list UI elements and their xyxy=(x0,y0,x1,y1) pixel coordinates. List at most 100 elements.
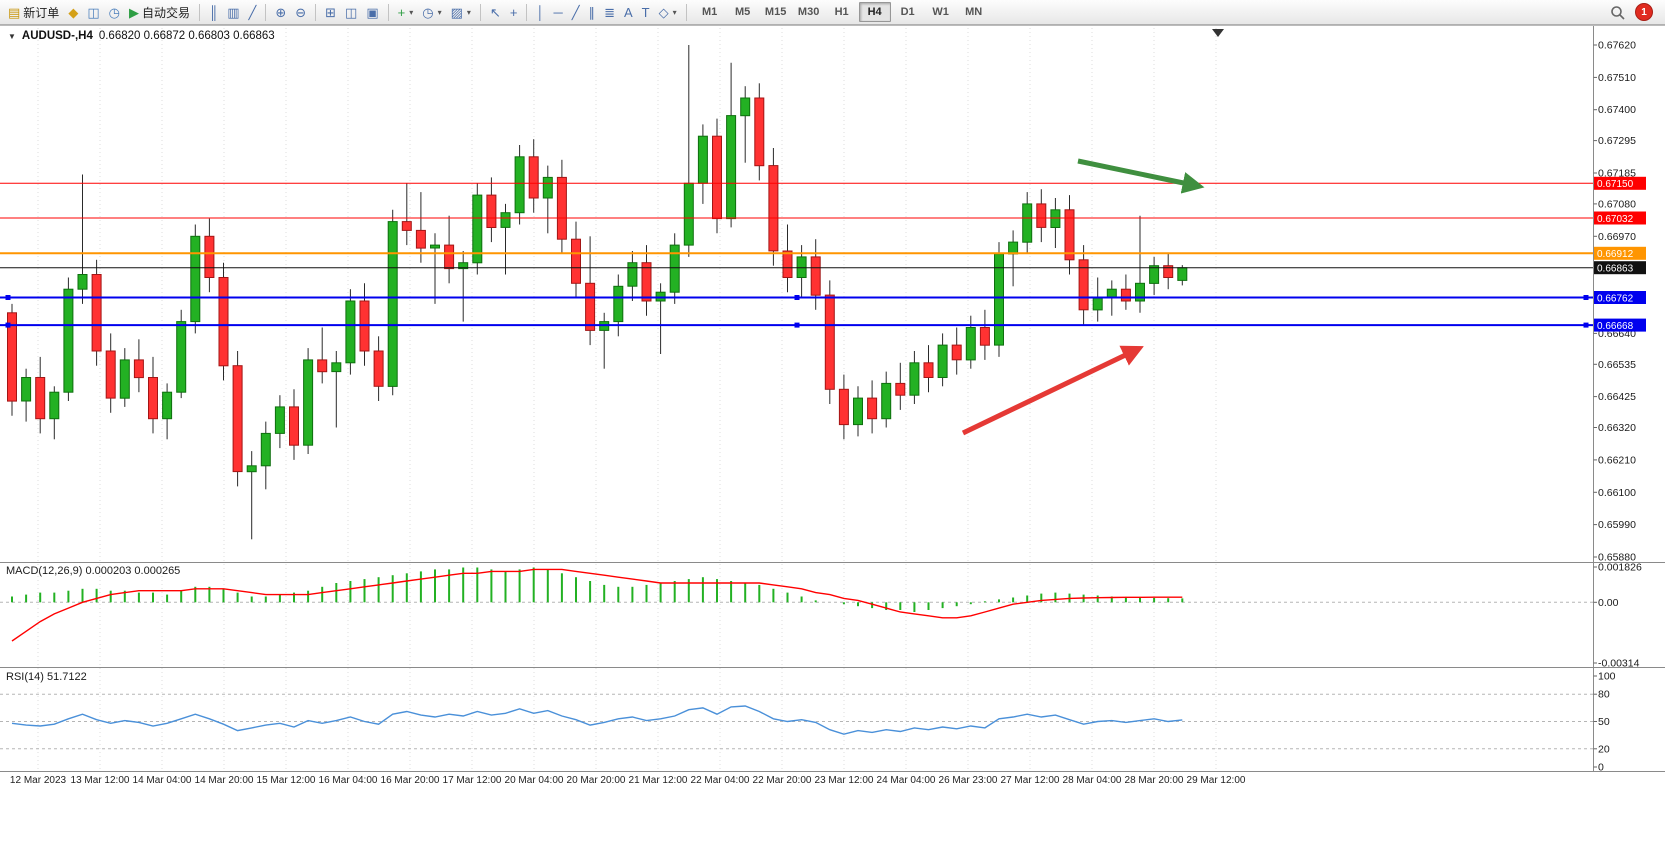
periods-button-icon: ◷ xyxy=(422,4,434,20)
search-icon[interactable] xyxy=(1610,5,1625,20)
macd-name: MACD(12,26,9) xyxy=(6,565,83,577)
trendline-button[interactable]: ╱ xyxy=(568,1,584,23)
notification-badge[interactable]: 1 xyxy=(1635,3,1653,21)
svg-text:0: 0 xyxy=(1598,762,1604,774)
toolbar-right: 1 xyxy=(1610,3,1661,21)
svg-text:22 Mar 20:00: 22 Mar 20:00 xyxy=(753,775,812,786)
line-chart-button[interactable]: ╱ xyxy=(244,1,260,23)
svg-text:15 Mar 12:00: 15 Mar 12:00 xyxy=(257,775,316,786)
dropdown-arrow-icon: ▾ xyxy=(409,7,414,17)
svg-text:0.67185: 0.67185 xyxy=(1598,168,1636,180)
channel-button[interactable]: ∥ xyxy=(585,1,600,23)
timeframe-w1[interactable]: W1 xyxy=(932,6,949,18)
dropdown-arrow-icon: ▾ xyxy=(437,7,442,17)
zoom-in-button-icon: ⊕ xyxy=(275,4,287,20)
line-handle[interactable] xyxy=(794,322,800,328)
timeframe-m15[interactable]: M15 xyxy=(764,6,787,18)
cursor-button[interactable]: ↖ xyxy=(486,1,505,23)
main-toolbar: ▤ 新订单 ◆ ◫ ◷ ▶ 自动交易 ║ ▥ ╱ ⊕ ⊖ ⊞ ◫ ▣ + ▾ ◷ ▾ ▨ ▾ ↖ + │ ─ ╱ ∥ ≣ A T ◇ ▾ M1 M… xyxy=(0,0,1665,25)
crosshair-button[interactable]: + xyxy=(506,1,522,23)
rsi-name: RSI(14) xyxy=(6,671,44,683)
profile-button-icon: ◫ xyxy=(87,4,100,20)
toolbar-separator xyxy=(526,3,528,21)
price-label-chip: 0.66912 xyxy=(1594,246,1646,260)
timeframe-toolbar: M1 M5 M15 M30 H1 H4 D1 W1 MN xyxy=(694,2,990,22)
chart-canvas[interactable]: 0.67620 0.67510 0.67400 0.67295 0.67185 0.670… xyxy=(0,0,1665,820)
svg-text:50: 50 xyxy=(1598,716,1610,728)
fibonacci-button[interactable]: ≣ xyxy=(600,1,619,23)
dropdown-arrow-icon: ▾ xyxy=(672,7,677,17)
svg-text:22 Mar 04:00: 22 Mar 04:00 xyxy=(691,775,750,786)
timeframe-m1[interactable]: M1 xyxy=(701,6,718,18)
profile-button[interactable]: ◫ xyxy=(83,1,103,23)
line-handle[interactable] xyxy=(1583,295,1589,300)
shapes-button[interactable]: ◇ ▾ xyxy=(655,1,681,23)
line-handle[interactable] xyxy=(5,295,11,300)
svg-text:12 Mar 2023: 12 Mar 2023 xyxy=(10,775,67,786)
horizontal-line-button[interactable]: ─ xyxy=(550,1,567,23)
svg-text:13 Mar 12:00: 13 Mar 12:00 xyxy=(71,775,130,786)
price-label-chip: 0.66762 xyxy=(1594,291,1646,304)
candlestick-chart-button-icon: ▥ xyxy=(227,4,240,20)
svg-text:100: 100 xyxy=(1598,671,1616,683)
svg-text:0.65990: 0.65990 xyxy=(1598,519,1636,531)
charts-button[interactable]: ◆ xyxy=(64,1,82,23)
rsi-label: RSI(14) 51.7122 xyxy=(6,671,87,683)
line-handle[interactable] xyxy=(5,322,11,328)
svg-text:0.66668: 0.66668 xyxy=(1597,321,1634,332)
timeframe-mn[interactable]: MN xyxy=(965,6,983,18)
timeframe-m5[interactable]: M5 xyxy=(734,6,751,18)
chart-shift-marker[interactable] xyxy=(1212,29,1224,37)
svg-text:-0.00314: -0.00314 xyxy=(1598,658,1640,670)
grid xyxy=(37,28,1217,771)
zoom-in-button[interactable]: ⊕ xyxy=(271,1,290,23)
shapes-button-icon: ◇ xyxy=(658,4,669,20)
svg-text:0.66100: 0.66100 xyxy=(1598,487,1636,499)
svg-text:27 Mar 12:00: 27 Mar 12:00 xyxy=(1001,775,1060,786)
svg-text:0.67295: 0.67295 xyxy=(1598,135,1636,147)
timeframe-h1[interactable]: H1 xyxy=(834,6,849,18)
svg-text:0.67080: 0.67080 xyxy=(1598,198,1636,210)
price-label-chip: 0.67150 xyxy=(1594,176,1646,190)
tile-windows-button[interactable]: ⊞ xyxy=(321,1,340,23)
line-handle[interactable] xyxy=(1583,322,1589,328)
green-trend-arrow[interactable] xyxy=(1077,158,1205,194)
svg-text:16 Mar 04:00: 16 Mar 04:00 xyxy=(319,775,378,786)
svg-text:0.67620: 0.67620 xyxy=(1598,40,1636,52)
channel-button-icon: ∥ xyxy=(588,4,596,20)
macd-label: MACD(12,26,9) 0.000203 0.000265 xyxy=(6,565,180,577)
text-button[interactable]: A xyxy=(620,1,637,23)
time-axis[interactable]: 12 Mar 2023 13 Mar 12:00 14 Mar 04:00 14 Ma… xyxy=(10,775,1246,786)
cascade-windows-button[interactable]: ▣ xyxy=(362,1,382,23)
bar-chart-button-icon: ║ xyxy=(208,4,219,20)
svg-text:0.00: 0.00 xyxy=(1598,597,1619,609)
line-chart-button-icon: ╱ xyxy=(248,4,257,20)
bar-chart-button[interactable]: ║ xyxy=(205,1,222,23)
svg-text:0.66762: 0.66762 xyxy=(1597,293,1634,304)
new-order-button[interactable]: ▤ 新订单 xyxy=(4,1,63,23)
svg-text:0.66863: 0.66863 xyxy=(1597,264,1634,275)
timeframe-d1[interactable]: D1 xyxy=(900,6,915,18)
tile-horizontal-button[interactable]: ◫ xyxy=(341,1,361,23)
candlestick-chart-button[interactable]: ▥ xyxy=(223,1,243,23)
price-axis[interactable]: 0.67620 0.67510 0.67400 0.67295 0.67185 0.670… xyxy=(1593,40,1637,564)
red-trend-arrow[interactable] xyxy=(961,345,1144,436)
rsi-axis[interactable]: 100 80 50 20 0 xyxy=(1593,671,1616,774)
autotrading-button[interactable]: ▶ 自动交易 xyxy=(125,1,194,23)
indicators-button[interactable]: + ▾ xyxy=(394,1,418,23)
svg-text:14 Mar 20:00: 14 Mar 20:00 xyxy=(195,775,254,786)
tile-horizontal-button-icon: ◫ xyxy=(345,4,358,20)
timeframe-h4[interactable]: H4 xyxy=(858,2,891,22)
zoom-out-button[interactable]: ⊖ xyxy=(291,1,310,23)
periods-button[interactable]: ◷ ▾ xyxy=(418,1,445,23)
line-handle[interactable] xyxy=(794,295,800,300)
templates-button[interactable]: ▨ ▾ xyxy=(447,1,475,23)
vertical-line-button[interactable]: │ xyxy=(532,1,548,23)
timeframe-m30[interactable]: M30 xyxy=(797,6,820,18)
text-label-button[interactable]: T xyxy=(638,1,654,23)
chart-menu-icon[interactable]: ▼ xyxy=(8,31,16,41)
zoom-out-button-icon: ⊖ xyxy=(295,4,307,20)
refresh-button[interactable]: ◷ xyxy=(105,1,124,23)
macd-axis[interactable]: 0.001826 0.00 -0.00314 xyxy=(1593,562,1642,670)
ohlc-values: 0.66820 0.66872 0.66803 0.66863 xyxy=(98,30,275,42)
